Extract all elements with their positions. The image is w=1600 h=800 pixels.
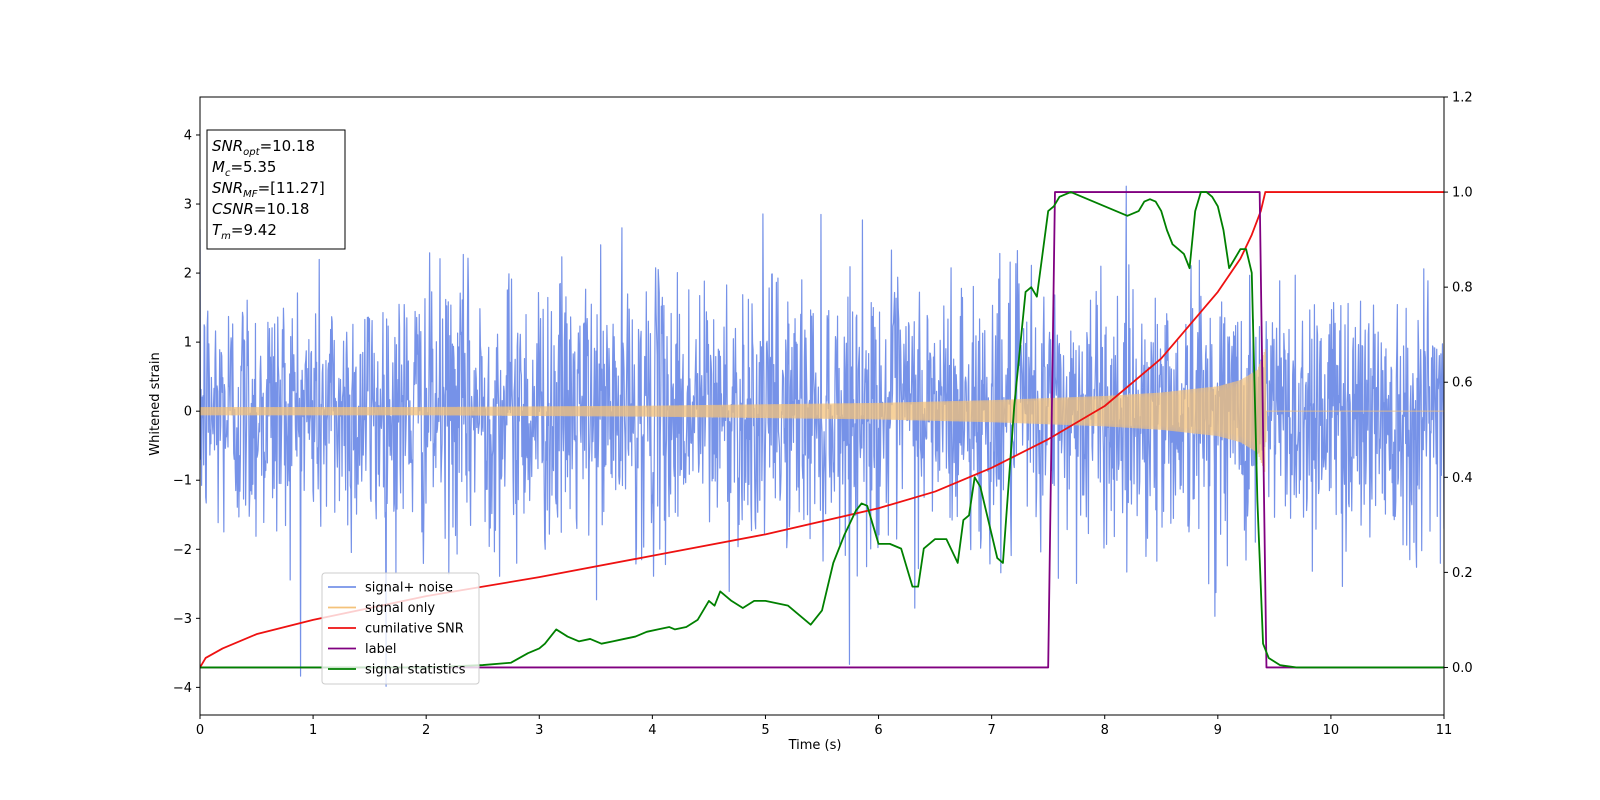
legend-label: label (365, 642, 396, 657)
bottom-tick-label: 7 (987, 723, 995, 738)
info-sub: c (225, 168, 231, 179)
bottom-tick-label: 11 (1436, 723, 1453, 738)
series-cumilative-snr (200, 191, 1444, 668)
info-var: T (212, 221, 223, 239)
info-line: CSNR=10.18 (212, 200, 309, 218)
info-value: =[11.27] (258, 179, 325, 197)
info-line: Mc=5.35 (212, 158, 276, 179)
plot-area (200, 185, 1444, 687)
left-tick-label: −3 (173, 612, 192, 627)
info-var: SNR (212, 179, 243, 197)
right-axis-ticks: 0.0 0.2 0.4 0.6 0.8 1.0 1.2 (1444, 91, 1473, 676)
info-var: SNR (212, 137, 243, 155)
bottom-tick-label: 2 (422, 723, 430, 738)
bottom-tick-label: 10 (1323, 723, 1340, 738)
left-tick-label: 2 (184, 267, 192, 282)
left-tick-label: −4 (173, 681, 192, 696)
info-line: SNRopt=10.18 (212, 137, 315, 158)
bottom-tick-label: 5 (761, 723, 769, 738)
legend-label: cumilative SNR (365, 622, 464, 637)
info-line: Tm=9.42 (212, 221, 277, 242)
bottom-tick-label: 6 (874, 723, 882, 738)
legend-label: signal statistics (365, 663, 466, 678)
bottom-tick-label: 8 (1101, 723, 1109, 738)
right-tick-label: 0.8 (1452, 281, 1473, 296)
left-tick-label: −1 (173, 474, 192, 489)
info-sub: m (221, 231, 231, 242)
series-signal-noise (200, 185, 1444, 687)
series-signal-statistics (200, 191, 1444, 669)
left-tick-label: −2 (173, 543, 192, 558)
info-box: SNRopt=10.18Mc=5.35SNRMF=[11.27]CSNR=10.… (206, 129, 346, 250)
right-tick-label: 1.2 (1452, 91, 1473, 106)
info-value: =9.42 (231, 221, 277, 239)
info-sub: opt (243, 147, 260, 158)
left-axis-ticks: −4 −3 −2 −1 0 1 2 3 4 (173, 128, 200, 696)
info-value: =10.18 (254, 200, 310, 218)
plot-series-group (200, 185, 1444, 687)
y-axis-label: Whitened strain (148, 352, 163, 455)
info-box-border (206, 129, 346, 250)
info-sub: MF (243, 189, 258, 200)
bottom-tick-label: 0 (196, 723, 204, 738)
x-axis-label: Time (s) (788, 738, 842, 753)
right-tick-label: 0.2 (1452, 566, 1473, 581)
series-signal-only (200, 349, 1444, 472)
left-tick-label: 0 (184, 405, 192, 420)
bottom-tick-label: 4 (648, 723, 656, 738)
right-tick-label: 0.4 (1452, 471, 1473, 486)
right-tick-label: 0.6 (1452, 376, 1473, 391)
bottom-tick-label: 3 (535, 723, 543, 738)
legend: signal+ noise signal only cumilative SNR la… (321, 572, 480, 685)
left-tick-label: 1 (184, 336, 192, 351)
info-line: SNRMF=[11.27] (212, 179, 325, 200)
info-var: M (212, 158, 225, 176)
left-tick-label: 4 (184, 128, 192, 143)
legend-label: signal only (365, 601, 435, 616)
info-var: CSNR (212, 200, 254, 218)
legend-box (321, 572, 480, 685)
bottom-tick-label: 1 (309, 723, 317, 738)
left-tick-label: 3 (184, 198, 192, 213)
bottom-axis-ticks: 0 1 2 3 4 5 6 7 8 9 10 11 (196, 715, 1452, 738)
right-tick-label: 0.0 (1452, 661, 1473, 676)
info-value: =10.18 (260, 137, 316, 155)
axes-border (199, 96, 1445, 716)
right-tick-label: 1.0 (1452, 186, 1473, 201)
axes-frame (199, 96, 1445, 716)
legend-label: signal+ noise (365, 581, 453, 596)
bottom-tick-label: 9 (1214, 723, 1222, 738)
info-value: =5.35 (230, 158, 276, 176)
